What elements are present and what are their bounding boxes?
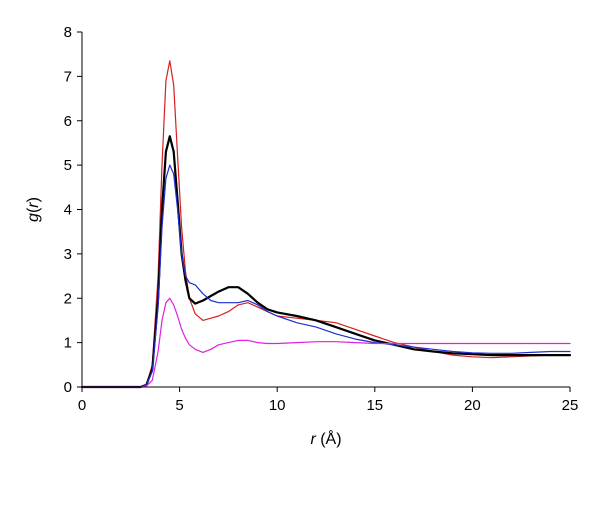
x-axis-ticks: 0 5 10 15 20 25 xyxy=(78,387,579,414)
y-tick-label: 0 xyxy=(64,379,72,396)
x-tick-label: 20 xyxy=(464,397,481,414)
x-tick-label: 5 xyxy=(175,397,183,414)
y-axis-ticks: 0 1 2 3 4 5 6 7 8 xyxy=(64,24,82,396)
y-tick-label: 5 xyxy=(64,157,72,174)
series-line-3 xyxy=(81,164,571,388)
y-tick-label: 6 xyxy=(64,113,72,130)
x-tick-label: 10 xyxy=(269,397,286,414)
series-line-1 xyxy=(81,60,571,388)
x-tick-label: 0 xyxy=(78,397,86,414)
y-tick-label: 4 xyxy=(64,202,72,219)
y-tick-label: 8 xyxy=(64,24,72,41)
series-layer xyxy=(80,60,572,389)
y-tick-label: 3 xyxy=(64,246,72,263)
y-axis-title-part: g xyxy=(25,213,42,222)
x-tick-label: 25 xyxy=(562,397,579,414)
x-axis-title-symbol: r xyxy=(310,431,316,448)
y-axis-title-part: ) xyxy=(25,197,42,202)
y-tick-label: 7 xyxy=(64,68,72,85)
y-tick-label: 1 xyxy=(64,335,72,352)
x-axis-title: r (Å) xyxy=(310,429,341,448)
series-line-2 xyxy=(80,135,572,389)
series-line-4 xyxy=(81,297,571,388)
y-axis-title-part: ( xyxy=(25,207,42,213)
x-axis-title-unit: (Å) xyxy=(316,429,342,448)
y-axis-title-part: r xyxy=(25,202,42,208)
y-tick-label: 2 xyxy=(64,290,72,307)
x-tick-label: 15 xyxy=(366,397,383,414)
y-axis-title: g(r) xyxy=(25,197,42,222)
